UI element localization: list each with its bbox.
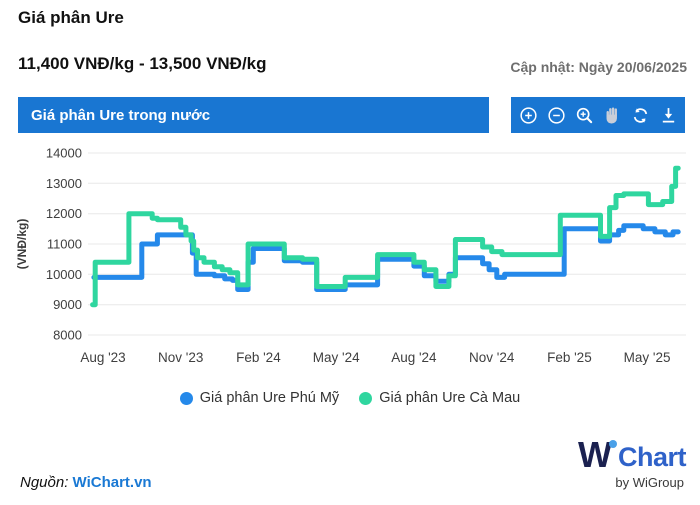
legend-item-phu-my[interactable]: Giá phân Ure Phú Mỹ: [179, 390, 340, 406]
source-link[interactable]: WiChart.vn: [72, 474, 152, 491]
svg-text:Nov '24: Nov '24: [469, 350, 515, 365]
chart-header-row: Giá phân Ure trong nước: [18, 97, 685, 133]
phu-my-series-label: Giá phân Ure Phú Mỹ: [199, 390, 340, 406]
download-icon[interactable]: [657, 104, 679, 126]
phu-my-series-dot: [179, 391, 193, 405]
wichart-logo: W Chart by WiGroup: [578, 434, 687, 490]
logo-letter-w: W: [578, 434, 612, 475]
svg-text:11000: 11000: [47, 237, 82, 252]
svg-text:10000: 10000: [46, 267, 82, 282]
updated-date: Cập nhật: Ngày 20/06/2025: [510, 59, 687, 75]
ca-mau-series-label: Giá phân Ure Cà Mau: [379, 390, 521, 406]
svg-text:8000: 8000: [53, 328, 82, 343]
zoom-out-icon[interactable]: [545, 104, 567, 126]
svg-text:Aug '23: Aug '23: [80, 350, 125, 365]
svg-text:Feb '24: Feb '24: [236, 350, 281, 365]
source-label: Nguồn:: [20, 474, 69, 491]
logo-chart-text: Chart: [617, 442, 687, 472]
logo-i-dot-icon: [608, 440, 617, 448]
svg-text:May '24: May '24: [313, 350, 360, 365]
ca-mau-series-dot: [359, 391, 373, 405]
zoom-search-icon[interactable]: [573, 104, 595, 126]
reset-icon[interactable]: [629, 104, 651, 126]
svg-text:Nov '23: Nov '23: [158, 350, 203, 365]
svg-text:Feb '25: Feb '25: [547, 350, 592, 365]
logo-byline: by WiGroup: [615, 475, 684, 490]
zoom-in-icon[interactable]: [517, 104, 539, 126]
svg-text:Aug '24: Aug '24: [391, 350, 437, 365]
legend-item-ca-mau[interactable]: Giá phân Ure Cà Mau: [359, 390, 520, 406]
price-range: 11,400 VNĐ/kg - 13,500 VNĐ/kg: [18, 54, 267, 73]
page-title: Giá phân Ure: [18, 8, 124, 27]
chart-card-title: Giá phân Ure trong nước: [31, 106, 211, 124]
svg-text:(VNĐ/kg): (VNĐ/kg): [15, 219, 29, 270]
svg-text:13000: 13000: [46, 176, 82, 191]
price-chart[interactable]: 8000 9000 10000 11000 12000 13000 14000 Aug '23…: [0, 140, 700, 375]
svg-text:14000: 14000: [46, 146, 82, 161]
svg-text:12000: 12000: [46, 206, 82, 221]
wichart-logo-wordmark: W Chart: [578, 434, 687, 475]
chart-card-title-bar: Giá phân Ure trong nước: [18, 97, 489, 133]
pan-hand-icon[interactable]: [601, 104, 623, 126]
chart-toolbar: [511, 97, 685, 133]
svg-text:9000: 9000: [53, 297, 82, 312]
svg-text:May '25: May '25: [624, 350, 671, 365]
chart-legend: Giá phân Ure Phú Mỹ Giá phân Ure Cà Mau: [0, 390, 700, 406]
source-line: Nguồn: WiChart.vn: [20, 474, 152, 491]
